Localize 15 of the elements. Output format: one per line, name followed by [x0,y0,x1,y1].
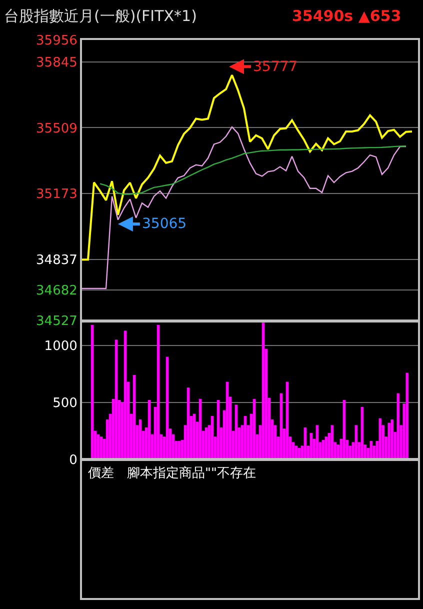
chart-title: 台股指數近月(一般)(FITX*1) [4,7,197,25]
text: 價差 腳本指定商品""不存在 [88,466,256,481]
chart-subtitle: 35490s ▲653 [292,7,402,25]
annotation: 35065 [142,216,187,232]
y-tick-label: 35509 [36,121,78,136]
y-tick-label: 34682 [36,284,78,299]
y-tick-label: 34527 [36,314,78,330]
y-tick-label: 35845 [36,55,78,70]
y-tick-label: 1000 [44,338,78,354]
y-tick-label: 34837 [36,253,78,268]
y-tick-label: 0 [69,452,78,468]
y-tick-label: 35173 [36,187,78,202]
y-tick-label: 500 [52,396,78,411]
y-tick-label: 35956 [36,34,78,49]
annotation: 35777 [253,59,298,75]
